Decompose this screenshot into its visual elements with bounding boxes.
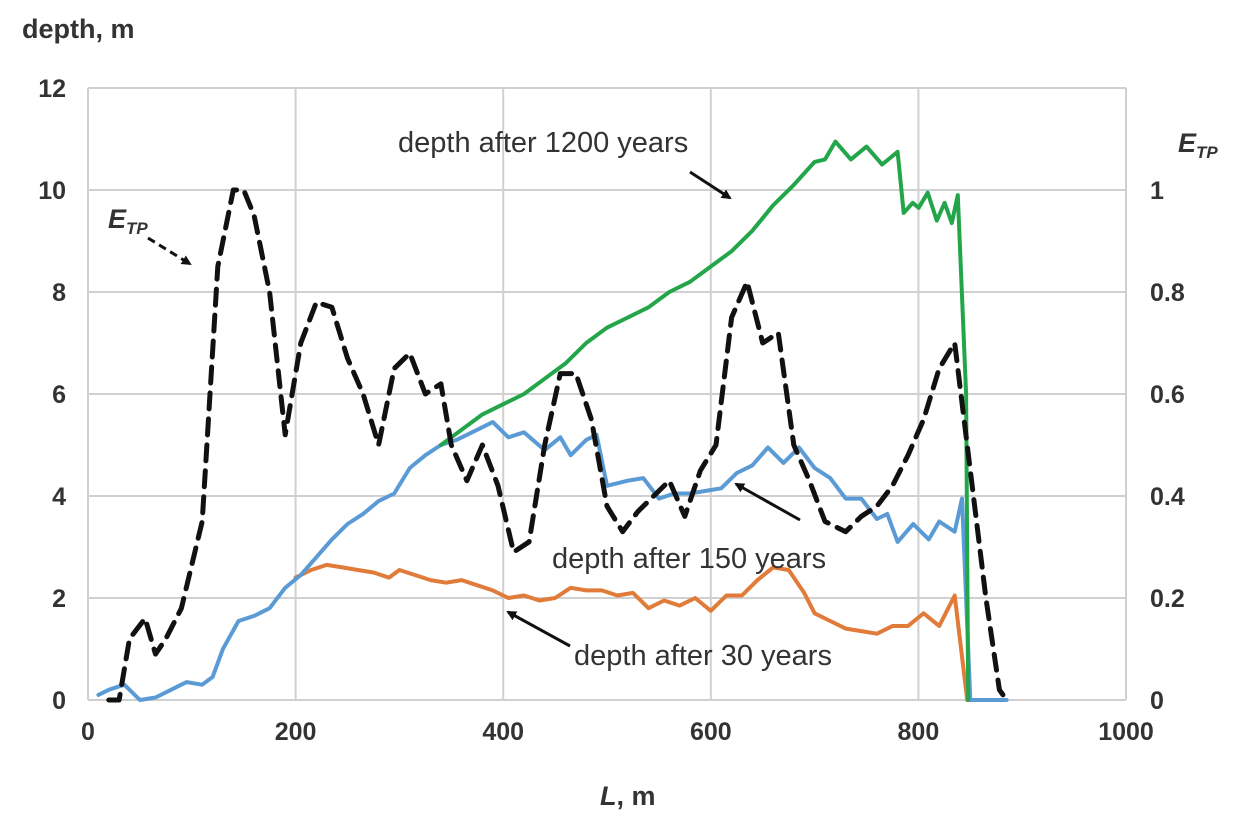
y2-tick-label: 0.6 — [1150, 381, 1185, 409]
y2-tick-label: 0 — [1150, 687, 1164, 715]
y-tick-label: 2 — [52, 585, 66, 613]
arrow-depth-1200 — [689, 170, 732, 200]
y-axis-title: depth, m — [22, 14, 135, 44]
y-tick-label: 0 — [52, 687, 66, 715]
y-tick-label: 12 — [38, 75, 66, 103]
series-depth-after-1200-years — [438, 139, 971, 702]
series-layer — [96, 139, 1010, 703]
y2-tick-label: 1 — [1150, 177, 1164, 205]
arrow-depth-150 — [734, 482, 801, 522]
series-e-tp — [106, 187, 1010, 703]
y2-axis-title: ETP — [1178, 128, 1218, 162]
arrow-etp — [147, 236, 192, 266]
x-tick-label: 200 — [275, 718, 317, 746]
x-tick-label: 600 — [690, 718, 732, 746]
tick-labels: 0 200 400 600 800 1000 0 2 4 6 8 10 12 0 0.2 0.4 0.6 0.8 1 — [38, 75, 1185, 746]
x-tick-label: 1000 — [1098, 718, 1154, 746]
x-axis-title-rest: , m — [617, 781, 656, 811]
series-depth-after-30-years — [293, 562, 970, 702]
series-depth-after-150-years — [96, 420, 1009, 702]
annotation-etp-sub: TP — [126, 219, 148, 238]
y-tick-label: 6 — [52, 381, 66, 409]
gridlines — [87, 87, 1127, 701]
y-tick-label: 4 — [52, 483, 66, 511]
plot-border — [87, 88, 1127, 701]
x-axis-title: L, m — [600, 781, 656, 811]
annotation-depth-1200: depth after 1200 years — [398, 127, 688, 159]
x-tick-label: 0 — [81, 718, 95, 746]
y-tick-label: 8 — [52, 279, 66, 307]
x-tick-label: 800 — [898, 718, 940, 746]
x-axis-title-italic: L — [600, 781, 617, 811]
annotation-etp: ETP — [108, 204, 148, 238]
annotation-etp-main: E — [108, 204, 127, 234]
annotation-depth-30: depth after 30 years — [574, 640, 832, 672]
y2-tick-label: 0.8 — [1150, 279, 1185, 307]
x-tick-label: 400 — [482, 718, 524, 746]
y2-axis-title-main: E — [1178, 128, 1197, 158]
y2-tick-label: 0.4 — [1150, 483, 1185, 511]
y2-axis-title-sub: TP — [1196, 143, 1218, 162]
y-tick-label: 10 — [38, 177, 66, 205]
y2-tick-label: 0.2 — [1150, 585, 1185, 613]
arrow-depth-30 — [506, 610, 571, 648]
annotation-depth-150: depth after 150 years — [552, 543, 826, 575]
